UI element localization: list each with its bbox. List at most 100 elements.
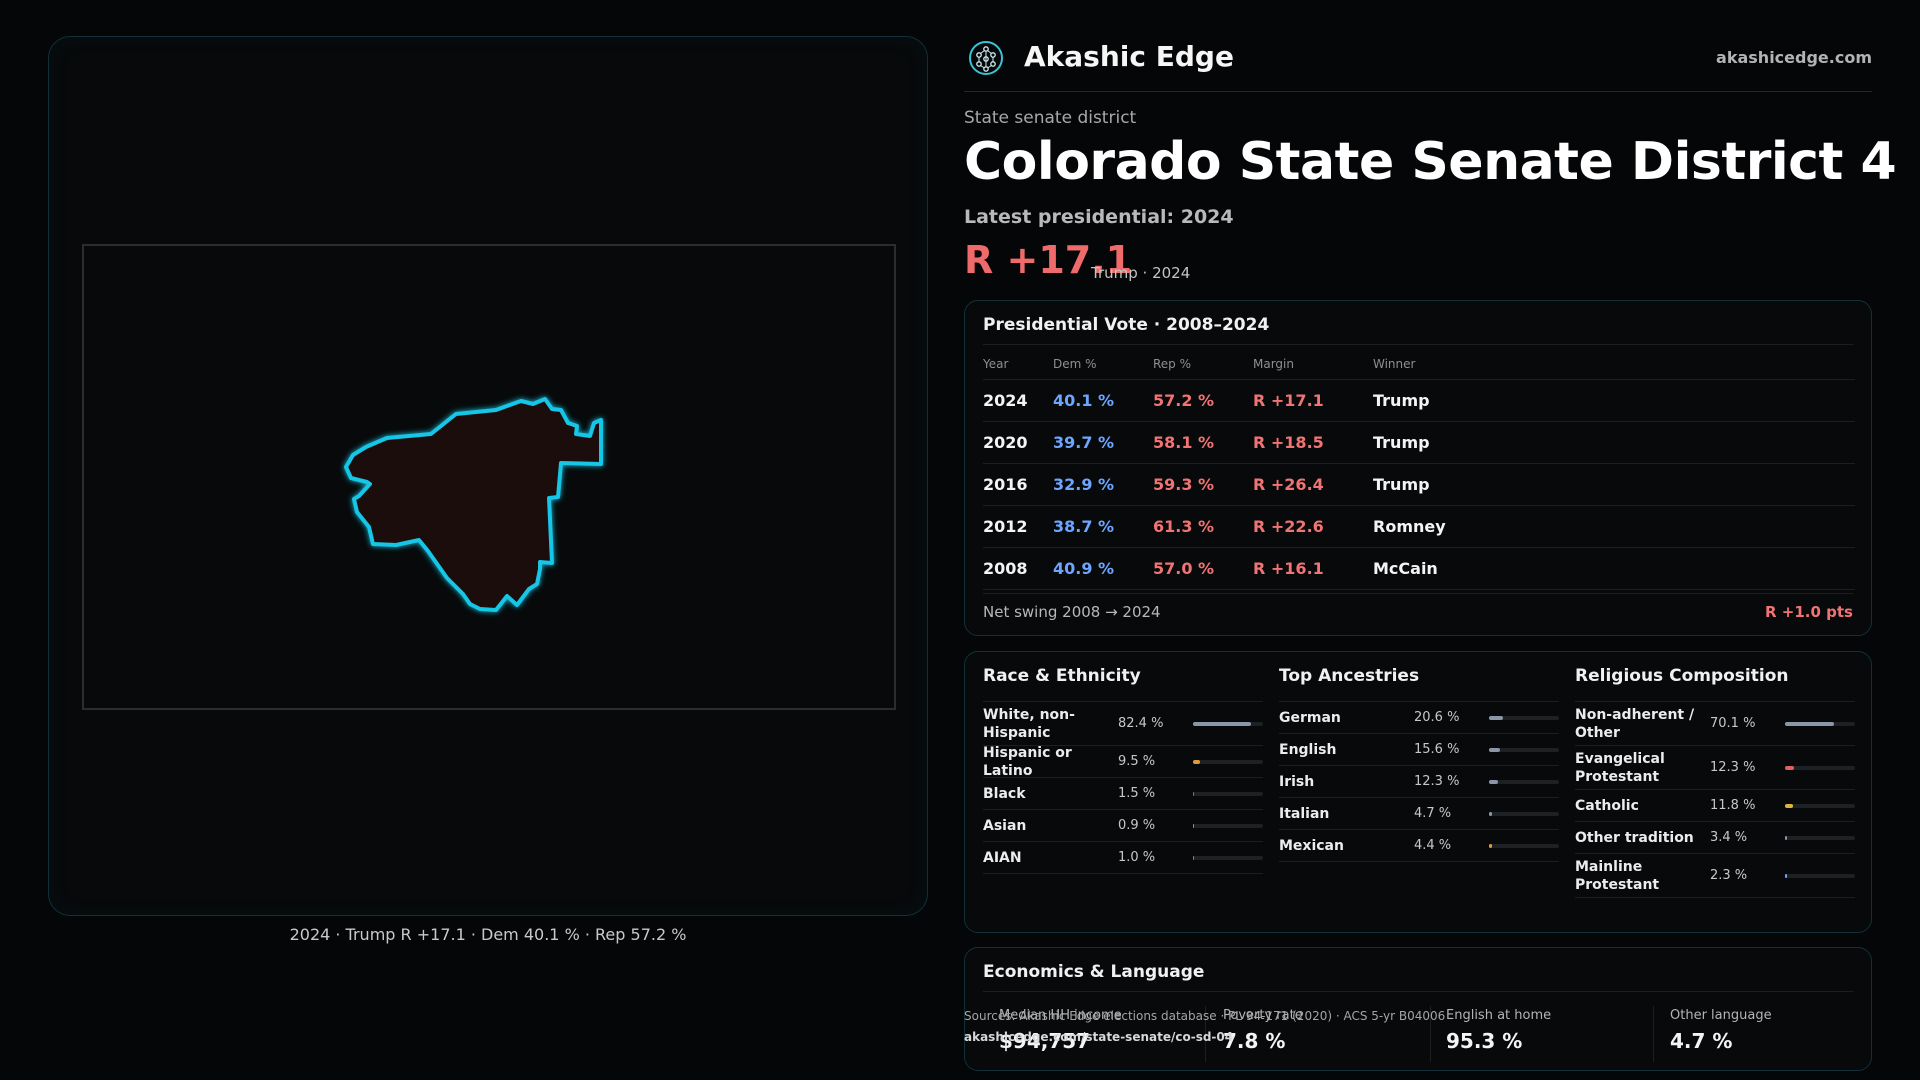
map-panel[interactable] [48, 36, 928, 916]
winner-cell: Trump [1373, 463, 1855, 506]
item-value: 4.7 % [1414, 806, 1452, 821]
headline-margin: R +17.1 [964, 238, 1133, 282]
dem-cell: 40.1 % [1053, 379, 1153, 422]
list-item: Mexican 4.4 % [1279, 830, 1559, 862]
district-shape[interactable] [344, 397, 603, 612]
other-language-stat: Other language 4.7 % [1670, 1008, 1772, 1068]
item-label: Italian [1279, 805, 1330, 822]
bar-fill [1193, 823, 1195, 828]
presidential-vote-card: Presidential Vote · 2008–2024 Year Dem %… [964, 300, 1872, 636]
stat-label: English at home [1446, 1008, 1552, 1023]
stat-label: Other language [1670, 1008, 1772, 1023]
stat-value: 95.3 % [1446, 1029, 1523, 1053]
source-note: Sources: Akashic Edge elections database… [964, 1006, 1445, 1048]
list-item: Non-adherent / Other 70.1 % [1575, 702, 1855, 746]
item-value: 20.6 % [1414, 710, 1460, 725]
map-caption: 2024 · Trump R +17.1 · Dem 40.1 % · Rep … [289, 925, 687, 944]
bar-track [1193, 855, 1263, 860]
latest-presidential: Latest presidential: 2024 [964, 206, 1234, 228]
list-item: Mainline Protestant 2.3 % [1575, 854, 1855, 898]
divider [1205, 1006, 1206, 1062]
year-cell: 2020 [983, 421, 1053, 464]
item-label: Asian [983, 817, 1027, 834]
year-cell: 2008 [983, 547, 1053, 590]
bar-track [1193, 823, 1263, 828]
column-header-year: Year [983, 349, 1053, 380]
list-item: Hispanic or Latino 9.5 % [983, 745, 1263, 779]
rep-cell: 58.1 % [1153, 421, 1253, 464]
bar-fill [1785, 873, 1787, 878]
ancestry-section: Top Ancestries German 20.6 % English 15.6 %… [1279, 666, 1559, 862]
presidential-vote-title: Presidential Vote · 2008–2024 [983, 315, 1270, 335]
bar-fill [1489, 779, 1498, 784]
item-value: 15.6 % [1414, 742, 1460, 757]
source-url-link[interactable]: akashicedge.com/state-senate/co-sd-04 [964, 1030, 1234, 1044]
district-map[interactable] [49, 37, 929, 917]
english-at-home-stat: English at home 95.3 % [1446, 1008, 1551, 1068]
economics-card: Economics & Language Median HH income $9… [964, 947, 1872, 1071]
district-type: State senate district [964, 108, 1137, 128]
column-header-dem: Dem % [1053, 349, 1153, 380]
stat-label: Poverty rate [1223, 1008, 1303, 1023]
bar-track [1489, 779, 1559, 784]
list-item: Italian 4.7 % [1279, 798, 1559, 830]
item-label: German [1279, 709, 1341, 726]
map-frame [82, 244, 896, 710]
year-cell: 2016 [983, 463, 1053, 506]
brand-site-link[interactable]: akashicedge.com [1716, 48, 1872, 67]
item-label: Mexican [1279, 837, 1344, 854]
item-value: 11.8 % [1710, 798, 1756, 813]
divider [983, 344, 1853, 345]
dem-cell: 40.9 % [1053, 547, 1153, 590]
list-item: White, non-Hispanic 82.4 % [983, 702, 1263, 746]
rep-cell: 57.2 % [1153, 379, 1253, 422]
rep-cell: 59.3 % [1153, 463, 1253, 506]
bar-track [1193, 759, 1263, 764]
divider [983, 593, 1853, 594]
margin-cell: R +18.5 [1253, 421, 1373, 464]
item-label: English [1279, 741, 1337, 758]
item-value: 3.4 % [1710, 830, 1748, 845]
winner-cell: Trump [1373, 379, 1855, 422]
source-text: Sources: Akashic Edge elections database… [964, 1009, 1446, 1023]
list-item: Irish 12.3 % [1279, 766, 1559, 798]
bar-fill [1489, 747, 1500, 752]
table-row: 2012 38.7 % 61.3 % R +22.6 Romney [983, 505, 1855, 548]
net-swing-label: Net swing 2008 → 2024 [983, 603, 1161, 621]
table-row: 2024 40.1 % 57.2 % R +17.1 Trump [983, 379, 1855, 422]
rep-cell: 57.0 % [1153, 547, 1253, 590]
item-label: Other tradition [1575, 829, 1694, 846]
item-label: Irish [1279, 773, 1315, 790]
list-item: Black 1.5 % [983, 778, 1263, 810]
tree-of-life-icon[interactable] [968, 40, 1004, 76]
race-ethnicity-title: Race & Ethnicity [983, 666, 1263, 702]
bar-fill [1785, 803, 1794, 808]
dem-cell: 38.7 % [1053, 505, 1153, 548]
headline-margin-sub: Trump · 2024 [1091, 264, 1191, 282]
bar-fill [1193, 759, 1200, 764]
winner-cell: McCain [1373, 547, 1855, 590]
bar-track [1785, 803, 1855, 808]
item-value: 9.5 % [1118, 754, 1156, 769]
stat-value: 4.7 % [1670, 1029, 1733, 1053]
bar-track [1785, 873, 1855, 878]
dem-cell: 39.7 % [1053, 421, 1153, 464]
bar-fill [1193, 791, 1195, 796]
page-title: Colorado State Senate District 4 [964, 132, 1897, 192]
table-row: 2020 39.7 % 58.1 % R +18.5 Trump [983, 421, 1855, 464]
column-header-margin: Margin [1253, 349, 1373, 380]
bar-fill [1489, 811, 1493, 816]
bar-fill [1489, 715, 1504, 720]
column-header-winner: Winner [1373, 349, 1855, 380]
margin-cell: R +16.1 [1253, 547, 1373, 590]
religion-section: Religious Composition Non-adherent / Oth… [1575, 666, 1855, 898]
list-item: Evangelical Protestant 12.3 % [1575, 746, 1855, 790]
race-ethnicity-section: Race & Ethnicity White, non-Hispanic 82.4… [983, 666, 1263, 874]
margin-cell: R +22.6 [1253, 505, 1373, 548]
table-header-row: Year Dem % Rep % Margin Winner [983, 349, 1855, 380]
list-item: German 20.6 % [1279, 702, 1559, 734]
stat-value: $94,757 [999, 1029, 1091, 1053]
bar-fill [1785, 721, 1835, 726]
list-item: Other tradition 3.4 % [1575, 822, 1855, 854]
bar-fill [1193, 855, 1195, 860]
